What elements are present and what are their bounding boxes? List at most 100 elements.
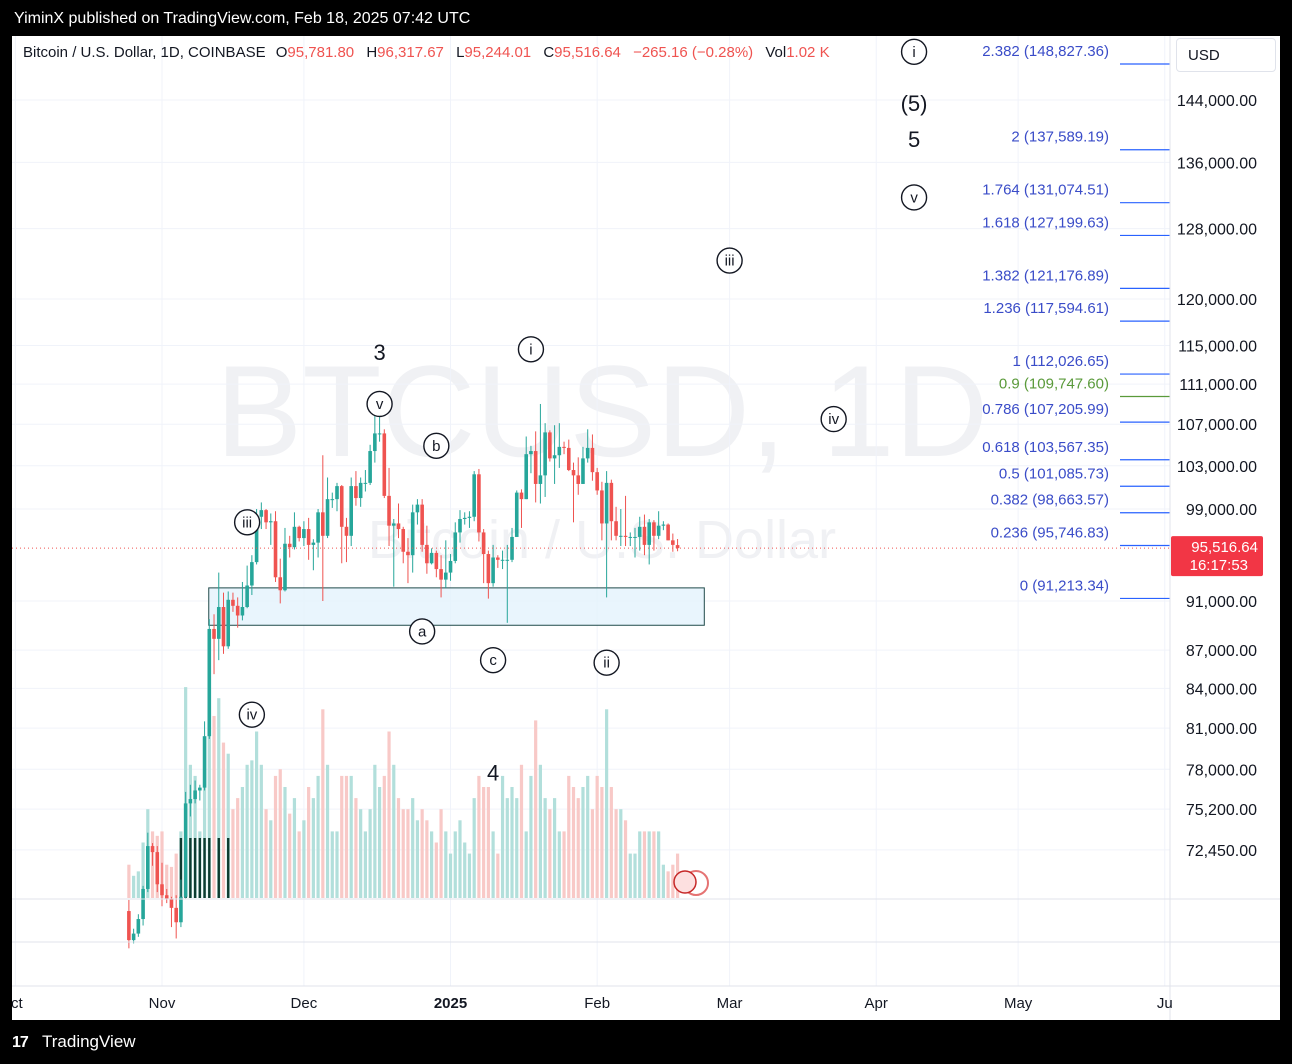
last-price-tag (1171, 536, 1263, 577)
volume-bar (207, 676, 211, 898)
volume-bar-strong (227, 838, 230, 898)
fib-level-label: 1.236 (117,594.61) (983, 300, 1109, 317)
candle-body (656, 525, 661, 536)
candle-body (439, 569, 443, 580)
fib-level-label: 0.618 (103,567.35) (982, 439, 1109, 456)
volume-bar (259, 764, 263, 898)
candle-body (543, 432, 547, 476)
candle-body (188, 799, 193, 804)
volume-bar (463, 842, 467, 898)
candle-body (415, 504, 420, 513)
wave-label-circle (517, 336, 545, 363)
last-price-value: 95,516.64 (1191, 539, 1258, 556)
y-tick-label: 128,000.00 (1177, 222, 1257, 239)
price-axis-bg (1170, 36, 1280, 1020)
candle-body (529, 451, 533, 455)
candle-body (623, 535, 628, 537)
volume-bar (406, 809, 410, 898)
candle-body (207, 628, 212, 737)
volume-bar (425, 820, 429, 898)
volume-bar (193, 775, 197, 898)
x-tick-label: Ju (1157, 995, 1173, 1012)
x-tick-label: Feb (584, 995, 610, 1012)
volume-bar (302, 820, 306, 898)
currency-button[interactable]: USD (1176, 38, 1276, 72)
candle-body (472, 474, 476, 517)
candle-body (131, 933, 136, 941)
volume-bar (477, 775, 481, 898)
change-value: −265.16 (−0.28%) (633, 44, 754, 61)
volume-bar (467, 853, 472, 898)
candle-body (576, 475, 581, 484)
volume-bar (482, 787, 486, 898)
candle-body (425, 544, 429, 564)
candle-body (590, 447, 595, 473)
ohlc-legend: Bitcoin / U.S. Dollar, 1D, COINBASE O95,… (23, 44, 838, 61)
volume-bar (307, 787, 311, 898)
candle-body (264, 510, 268, 523)
volume-bar (340, 775, 344, 898)
candle-body (330, 499, 335, 501)
candle-body (453, 532, 458, 561)
volume-bar (174, 853, 178, 898)
x-tick-label: Apr (865, 995, 888, 1012)
candle-body (585, 447, 590, 459)
fib-level-label: 0 (91,213.34) (1020, 577, 1109, 594)
volume-bar (236, 798, 240, 898)
low-label: L (456, 44, 465, 61)
volume-bar (600, 787, 604, 898)
volume-bar-strong (208, 838, 211, 898)
candle-body (666, 524, 670, 541)
candle-body (321, 512, 325, 536)
wave-label: iii (242, 514, 252, 531)
high-value: 96,317.67 (377, 44, 444, 61)
candle-body (141, 888, 145, 920)
candle-body (316, 512, 320, 543)
volume-value: 1.02 K (786, 44, 830, 61)
candle-body (146, 846, 150, 889)
candle-body (349, 486, 353, 536)
volume-bar-strong (179, 838, 183, 898)
symbol-title[interactable]: Bitcoin / U.S. Dollar, 1D, COINBASE (23, 44, 266, 61)
wave-label-circle (820, 405, 847, 433)
volume-bar (278, 769, 282, 898)
wave-label-large: 4 (487, 760, 499, 785)
volume-label: Vol (765, 44, 787, 61)
candle-body (254, 516, 259, 563)
volume-bar (269, 820, 273, 898)
volume-bar (411, 798, 415, 898)
candle-body (581, 458, 585, 484)
fib-level-label: 0.236 (95,746.83) (991, 524, 1109, 541)
wave-label-circle (423, 432, 450, 460)
volume-bar (524, 831, 528, 898)
candle-body (155, 852, 160, 885)
x-tick-label: Mar (717, 995, 743, 1012)
volume-bar-strong (203, 838, 206, 898)
candle-body (193, 790, 197, 800)
volume-bar (292, 798, 297, 898)
tradingview-logo-icon[interactable]: 17 (12, 1034, 29, 1051)
volume-bar (652, 831, 656, 898)
candle-body (127, 911, 131, 941)
volume-bar (141, 842, 145, 898)
candle-body (174, 907, 178, 923)
footer-brand[interactable]: TradingView (42, 1032, 136, 1051)
y-tick-label: 144,000.00 (1177, 93, 1257, 110)
candle-body (642, 526, 647, 545)
fib-level-label: 2.382 (148,827.36) (982, 43, 1109, 60)
volume-bar (671, 864, 675, 898)
y-tick-label: 78,000.00 (1186, 762, 1257, 779)
volume-bar (264, 809, 268, 898)
volume-bar (491, 831, 495, 898)
x-tick-label: ct (12, 995, 24, 1012)
volume-bar (619, 809, 623, 898)
candle-body (339, 486, 344, 527)
bar-countdown: 16:17:53 (1190, 557, 1248, 574)
candle-body (226, 599, 231, 647)
candle-body (245, 585, 249, 608)
candle-body (396, 523, 401, 530)
volume-bar (165, 864, 169, 898)
volume-bar (647, 831, 651, 898)
x-tick-label: Dec (291, 995, 318, 1012)
